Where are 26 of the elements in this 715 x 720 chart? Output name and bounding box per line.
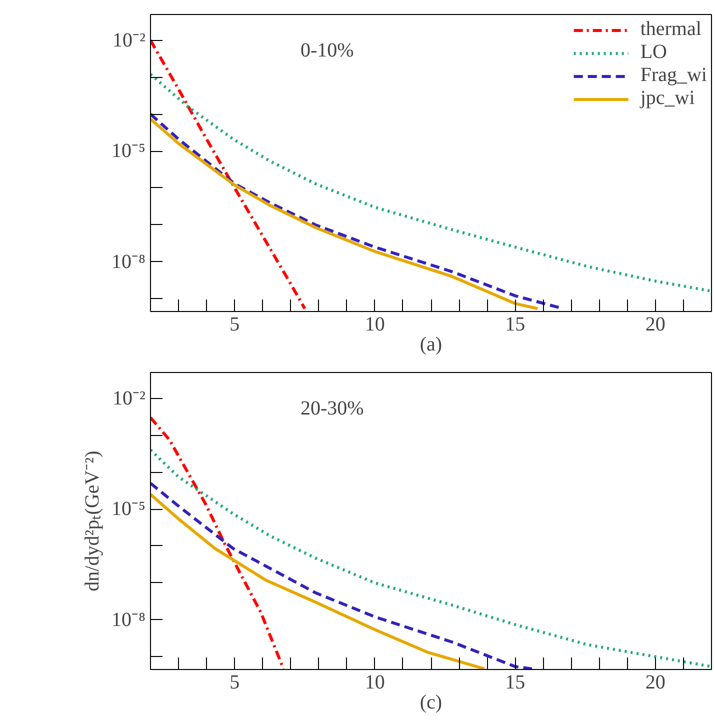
x-tick-label: 5: [230, 314, 240, 336]
y-tick-label: 10⁻⁵: [112, 140, 146, 162]
annotation: 0-10%: [300, 40, 354, 62]
x-tick-label: 20: [645, 314, 666, 336]
y-tick-label: 10⁻⁵: [112, 498, 146, 520]
x-tick-label: 15: [505, 672, 526, 694]
y-tick-label: 10⁻²: [112, 387, 146, 410]
legend-label: LO: [640, 41, 667, 64]
x-tick-label: 15: [505, 314, 526, 336]
y-tick-label: 10⁻⁸: [112, 608, 146, 631]
legend-label: jpc_wi: [640, 87, 695, 110]
x-tick-label: 5: [230, 672, 240, 694]
annotation: 20-30%: [300, 398, 364, 420]
y-tick-label: 10⁻²: [112, 29, 146, 52]
legend-label: Frag_wi: [640, 64, 707, 87]
line-series: [150, 482, 534, 670]
x-tick-label: 10: [364, 672, 385, 694]
x-tick-label: 10: [364, 314, 385, 336]
line-series: [150, 492, 486, 670]
x-axis-title: (c): [420, 692, 442, 714]
x-axis-title: (a): [420, 334, 442, 356]
legend-label: thermal: [640, 18, 702, 41]
y-tick-label: 10⁻⁸: [112, 250, 146, 273]
line-series: [150, 416, 285, 670]
y-axis-title: dn/dyd²pₜ(GeV⁻²): [82, 450, 104, 592]
x-tick-label: 20: [645, 672, 666, 694]
